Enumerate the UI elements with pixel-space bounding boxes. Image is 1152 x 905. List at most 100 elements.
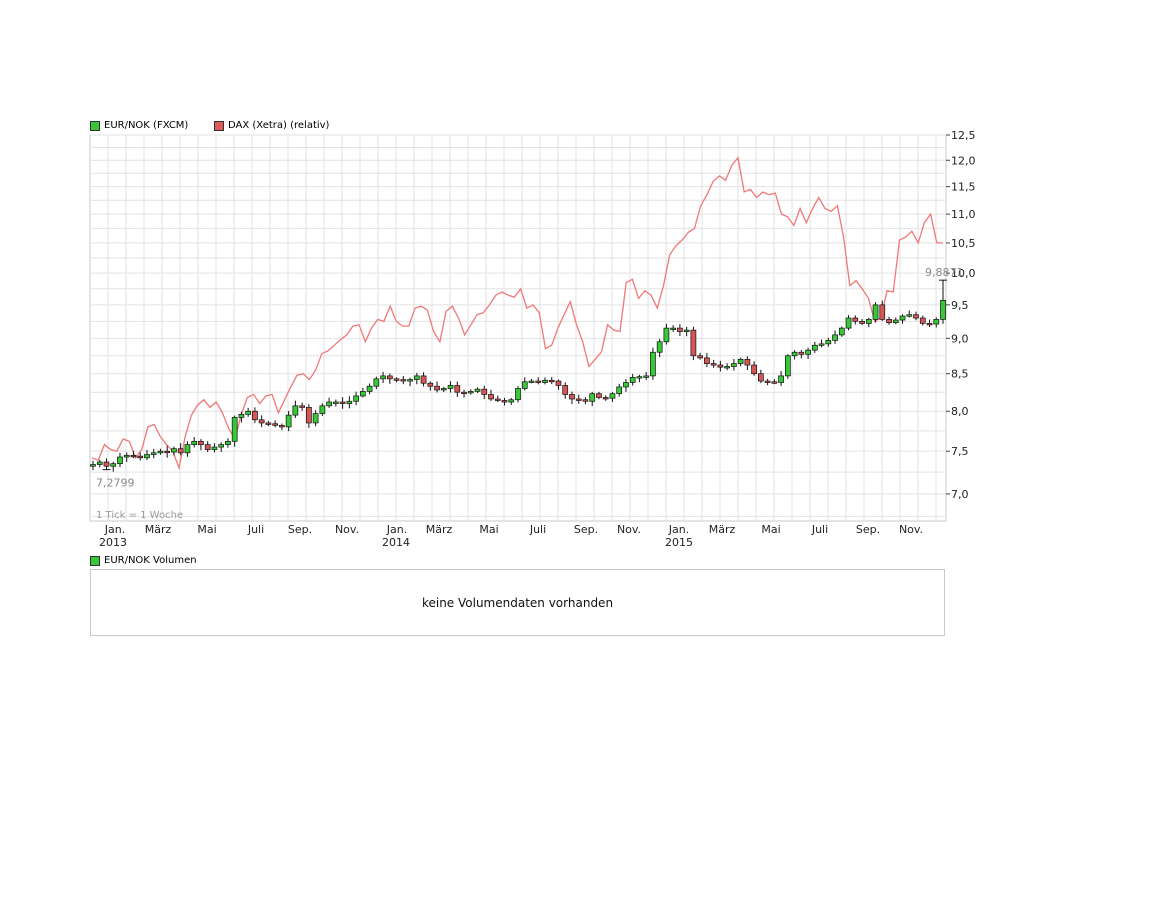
candle [265,420,272,427]
candle-body [906,314,913,317]
candle-body [420,375,427,384]
candle-body [366,385,373,392]
candle [535,377,542,385]
legend-dax: DAX (Xetra) (relativ) [214,120,329,131]
candle [852,315,859,325]
candle-body [488,394,494,400]
candle [434,381,440,393]
candle [690,326,697,361]
candle [359,387,366,398]
candle [670,325,677,332]
volume-panel: keine Volumendaten vorhanden [90,569,945,636]
candle-body [886,319,892,324]
candle [501,397,508,406]
candle-body [306,407,312,424]
x-tick-label: Sep. [856,523,880,536]
candle-body [521,381,528,389]
candle-body [845,317,852,329]
candle-body [771,381,778,384]
candle [555,379,562,390]
candle-body [690,329,697,357]
low-annotation: 7,2799 [96,477,135,490]
candle-body [670,327,677,330]
candle [461,389,467,398]
candle [602,395,609,401]
x-tick-label: Mai [479,523,498,536]
candle [589,391,596,407]
candle [218,442,225,452]
candle-body [103,461,110,467]
candle-body [346,400,353,404]
candle [366,383,373,395]
candle [764,378,771,386]
candle-body [717,364,724,368]
candle [285,410,292,432]
candle [575,394,582,404]
candle-body [413,375,420,380]
candle [258,415,265,428]
candle-body [110,463,117,467]
legend-eur-label: EUR/NOK (FXCM) [104,120,189,131]
candle [515,386,521,403]
candle [413,372,420,385]
candle-body [380,375,386,380]
tick-note: 1 Tick = 1 Woche [96,510,183,521]
candle-body [467,391,474,394]
candle-body [919,317,926,324]
candle-body [184,444,191,454]
candle-body [312,413,319,424]
candle [184,441,191,457]
candle [440,386,447,393]
candle [225,438,231,448]
candle [110,461,117,472]
candle-body [784,355,791,377]
candle [177,443,184,456]
candle [238,411,245,423]
candle-body [245,410,252,415]
candle-body [758,373,764,382]
candle-body [117,456,123,465]
candle-body [481,388,488,395]
candle [919,315,926,326]
y-tick-label: 8,5 [951,368,969,381]
candle [123,452,130,462]
candle-body [272,423,278,426]
candle-body [535,380,542,383]
candle-body [252,410,258,421]
candle-body [238,413,245,418]
candle-body [150,452,157,455]
price-chart: 7,0 7,5 8,0 8,5 9,0 9,5 10,0 10,5 11,0 11,5 12,0 12… [89,129,976,549]
x-tick-label: Mai [761,523,780,536]
candle [508,397,515,405]
dax-swatch [214,120,224,131]
candle [892,317,899,325]
candle [818,339,825,348]
candle-body [407,379,413,382]
y-tick-label: 10,0 [951,267,976,280]
candle [724,363,730,371]
candle-body [575,398,582,401]
candle [191,437,198,448]
candle [346,396,353,409]
candle [130,450,137,459]
candle [872,302,879,323]
candle [926,319,933,328]
y-tick-label: 12,0 [951,154,976,167]
candle [245,407,252,417]
x-year-label: 2015 [665,536,693,549]
eur-swatch [90,120,100,131]
candle [865,317,872,328]
x-tick-label: März [145,523,172,536]
x-tick-label: März [709,523,736,536]
candle [299,402,305,411]
candle-body [440,388,447,391]
candle [467,389,474,395]
candle-body [697,355,703,359]
candle-body [461,391,467,395]
candle-body [191,441,198,445]
candle-body [879,304,886,320]
candle [211,443,218,453]
candle [279,423,285,431]
candle [913,311,919,321]
legend-volume-label: EUR/NOK Volumen [104,555,197,566]
